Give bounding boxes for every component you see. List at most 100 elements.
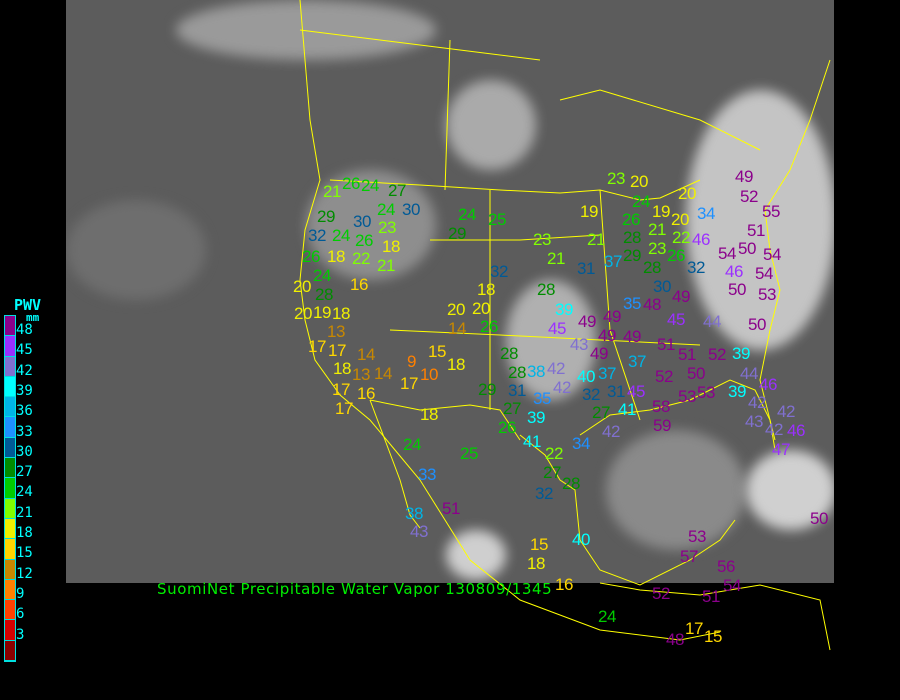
station-pwv-value: 49 bbox=[590, 344, 608, 363]
station-pwv-value: 20 bbox=[447, 300, 465, 319]
station-pwv-value: 45 bbox=[667, 310, 685, 329]
station-pwv-value: 24 bbox=[403, 435, 421, 454]
station-pwv-value: 53 bbox=[688, 527, 706, 546]
station-pwv-value: 28 bbox=[500, 344, 518, 363]
station-pwv-value: 42 bbox=[553, 378, 571, 397]
gulf-coast bbox=[519, 434, 736, 586]
station-pwv-value: 26 bbox=[480, 317, 498, 336]
station-pwv-value: 24 bbox=[632, 192, 650, 211]
station-pwv-value: 29 bbox=[317, 207, 335, 226]
station-pwv-value: 27 bbox=[543, 463, 561, 482]
legend-tick: 42 bbox=[16, 362, 33, 379]
station-pwv-value: 35 bbox=[623, 294, 641, 313]
station-pwv-value: 44 bbox=[740, 364, 758, 383]
station-pwv-value: 52 bbox=[740, 187, 758, 206]
station-pwv-value: 52 bbox=[708, 345, 726, 364]
legend-unit: mm bbox=[26, 311, 40, 324]
mexico-south bbox=[599, 582, 831, 651]
station-pwv-value: 42 bbox=[748, 393, 766, 412]
pacific-coast bbox=[299, 0, 721, 641]
station-pwv-value: 50 bbox=[748, 315, 766, 334]
legend-tick: 48 bbox=[16, 322, 33, 338]
station-pwv-value: 31 bbox=[508, 381, 526, 400]
station-pwv-value: 41 bbox=[523, 432, 541, 451]
station-pwv-value: 24 bbox=[598, 607, 616, 626]
station-pwv-value: 56 bbox=[717, 557, 735, 576]
station-pwv-value: 59 bbox=[653, 416, 671, 435]
station-pwv-value: 57 bbox=[680, 547, 698, 566]
station-pwv-value: 48 bbox=[666, 630, 684, 649]
station-pwv-value: 50 bbox=[810, 509, 828, 528]
legend-band bbox=[5, 336, 15, 357]
station-pwv-value: 19 bbox=[313, 303, 331, 322]
station-pwv-value: 50 bbox=[687, 364, 705, 383]
station-pwv-value: 52 bbox=[652, 584, 670, 603]
station-pwv-value: 28 bbox=[537, 280, 555, 299]
station-pwv-value: 14 bbox=[374, 364, 392, 383]
station-pwv-value: 24 bbox=[313, 266, 331, 285]
station-pwv-value: 38 bbox=[527, 362, 545, 381]
station-pwv-value: 15 bbox=[530, 535, 548, 554]
station-pwv-value: 40 bbox=[572, 530, 590, 549]
station-pwv-value: 49 bbox=[623, 327, 641, 346]
legend-band bbox=[5, 559, 15, 580]
station-pwv-value: 17 bbox=[335, 399, 353, 418]
station-pwv-value: 26 bbox=[302, 247, 320, 266]
legend-tick: 39 bbox=[16, 382, 33, 399]
station-pwv-value: 46 bbox=[725, 262, 743, 281]
station-pwv-value: 24 bbox=[361, 176, 379, 195]
station-pwv-value: 53 bbox=[697, 383, 715, 402]
legend-band bbox=[5, 316, 15, 337]
gulf-coast-east bbox=[579, 379, 776, 451]
station-pwv-value: 39 bbox=[527, 408, 545, 427]
legend-tick: 30 bbox=[16, 443, 33, 460]
station-pwv-value: 20 bbox=[630, 172, 648, 191]
station-pwv-value: 58 bbox=[652, 397, 670, 416]
station-pwv-value: 21 bbox=[377, 256, 395, 275]
station-pwv-value: 51 bbox=[702, 587, 720, 606]
state-line-1 bbox=[389, 329, 701, 346]
legend-tick: 24 bbox=[16, 484, 33, 501]
station-pwv-value: 20 bbox=[671, 210, 689, 229]
station-pwv-value: 18 bbox=[447, 355, 465, 374]
station-pwv-value: 17 bbox=[328, 341, 346, 360]
legend-band bbox=[5, 640, 15, 662]
legend-band bbox=[5, 478, 15, 499]
station-pwv-value: 49 bbox=[578, 312, 596, 331]
station-pwv-value: 26 bbox=[622, 210, 640, 229]
station-pwv-value: 22 bbox=[352, 249, 370, 268]
station-pwv-value: 30 bbox=[353, 212, 371, 231]
station-pwv-value: 16 bbox=[350, 275, 368, 294]
legend-tick: 45 bbox=[16, 342, 33, 359]
station-pwv-value: 33 bbox=[418, 465, 436, 484]
legend-tick: 9 bbox=[16, 585, 25, 602]
station-pwv-value: 26 bbox=[355, 231, 373, 250]
station-pwv-value: 39 bbox=[555, 300, 573, 319]
legend-band bbox=[5, 417, 15, 438]
station-pwv-value: 24 bbox=[377, 200, 395, 219]
station-pwv-value: 17 bbox=[332, 380, 350, 399]
station-pwv-value: 37 bbox=[628, 352, 646, 371]
station-pwv-value: 20 bbox=[294, 304, 312, 323]
station-pwv-value: 18 bbox=[527, 554, 545, 573]
station-pwv-value: 28 bbox=[562, 474, 580, 493]
station-pwv-value: 39 bbox=[728, 382, 746, 401]
station-pwv-value: 18 bbox=[477, 280, 495, 299]
legend-tick: 3 bbox=[16, 626, 25, 643]
station-pwv-value: 49 bbox=[735, 167, 753, 186]
station-pwv-value: 46 bbox=[692, 230, 710, 249]
station-pwv-value: 31 bbox=[577, 259, 595, 278]
legend-band bbox=[5, 600, 15, 621]
legend-title: PWV bbox=[14, 296, 42, 314]
station-pwv-value: 27 bbox=[388, 181, 406, 200]
station-pwv-value: 25 bbox=[488, 210, 506, 229]
station-pwv-value: 29 bbox=[478, 380, 496, 399]
station-pwv-value: 19 bbox=[652, 202, 670, 221]
station-pwv-value: 43 bbox=[745, 412, 763, 431]
station-pwv-value: 50 bbox=[738, 239, 756, 258]
station-pwv-value: 45 bbox=[548, 319, 566, 338]
station-pwv-value: 46 bbox=[787, 421, 805, 440]
legend-tick: 12 bbox=[16, 565, 33, 582]
legend-tick: 27 bbox=[16, 464, 33, 481]
station-pwv-value: 21 bbox=[547, 249, 565, 268]
